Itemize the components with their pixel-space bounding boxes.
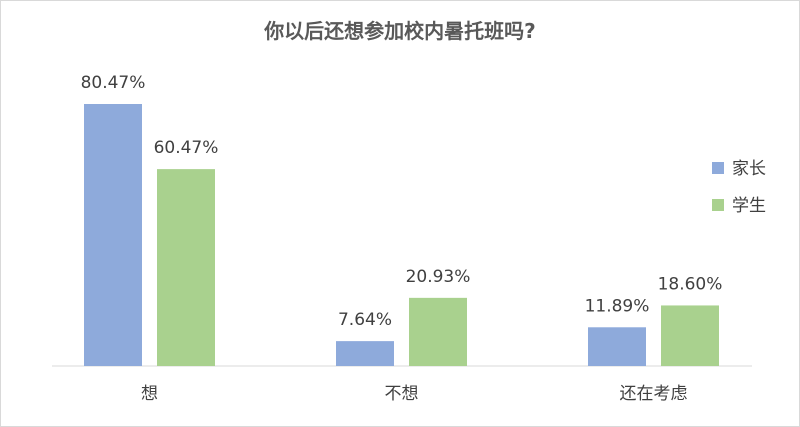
bar-student-2 <box>661 305 719 366</box>
category-tick-0: 想 <box>141 384 158 404</box>
bar-student-0 <box>157 169 215 366</box>
data-label-parent-1: 7.64% <box>338 310 392 330</box>
data-label-student-2: 18.60% <box>658 274 723 294</box>
category-tick-2: 还在考虑 <box>620 384 688 404</box>
category-ticks-group: 想 不想 还在考虑 <box>141 384 688 404</box>
category-tick-1: 不想 <box>385 384 419 404</box>
bar-parent-1 <box>336 341 394 366</box>
bar-parent-2 <box>588 327 646 366</box>
bar-parent-0 <box>84 104 142 366</box>
bars-group <box>84 104 719 366</box>
data-label-student-1: 20.93% <box>406 267 471 287</box>
data-labels-group: 80.47% 60.47% 7.64% 20.93% 11.89% 18.60% <box>81 73 723 330</box>
chart-title: 你以后还想参加校内暑托班吗? <box>263 19 536 43</box>
legend: 家长 学生 <box>712 159 766 216</box>
legend-label-parent: 家长 <box>732 159 766 179</box>
legend-swatch-student <box>712 199 724 211</box>
data-label-student-0: 60.47% <box>154 138 219 158</box>
data-label-parent-0: 80.47% <box>81 73 146 93</box>
bar-student-1 <box>409 297 467 366</box>
data-label-parent-2: 11.89% <box>585 296 650 316</box>
legend-swatch-parent <box>712 162 724 174</box>
legend-label-student: 学生 <box>732 196 766 216</box>
